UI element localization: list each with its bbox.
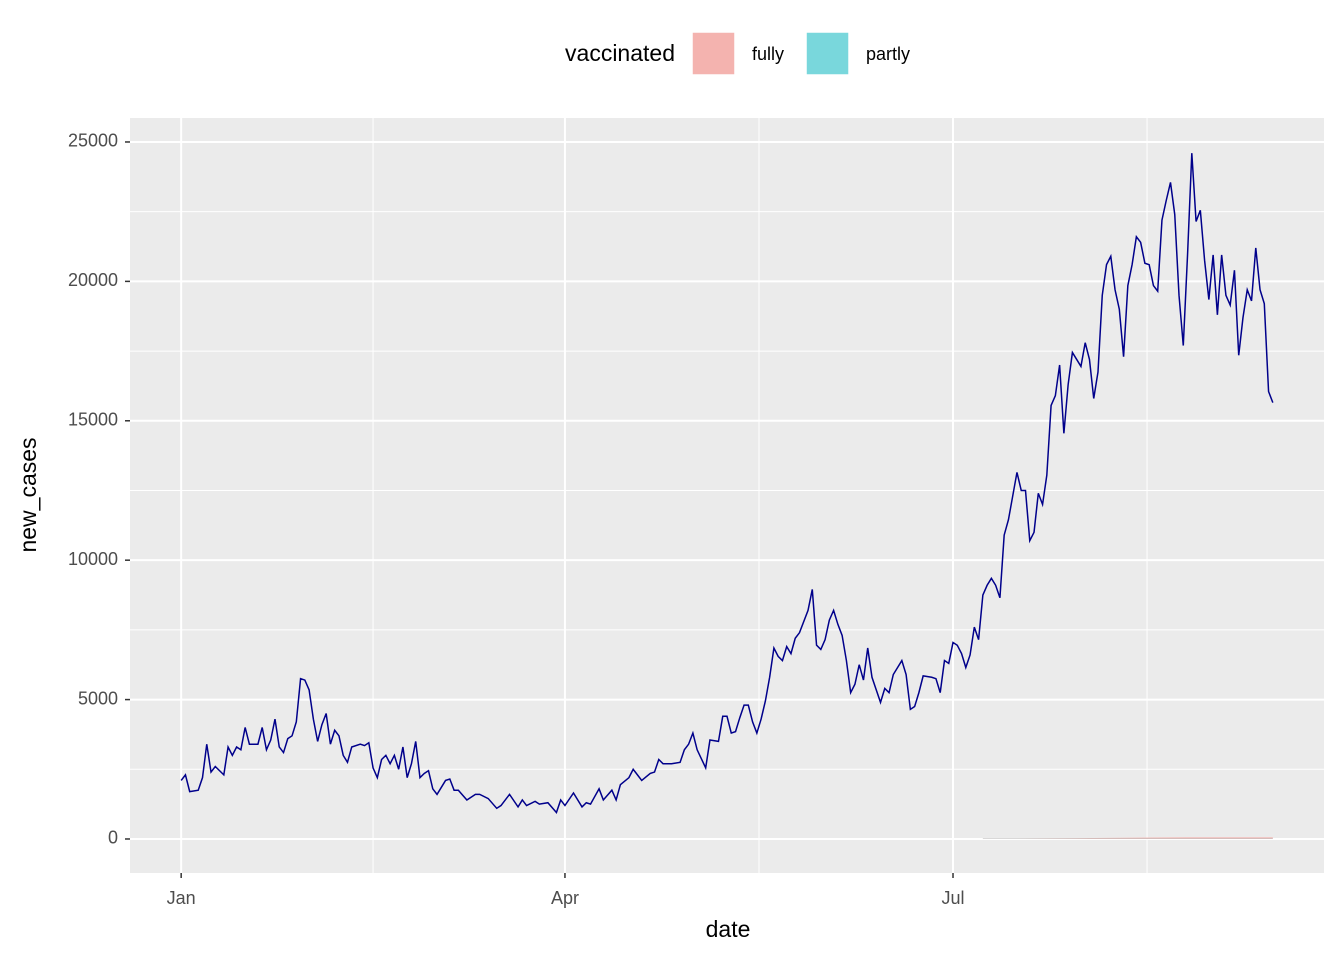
legend-key xyxy=(691,31,736,76)
x-axis-title: date xyxy=(706,916,751,942)
area xyxy=(982,837,1273,839)
panel xyxy=(130,118,1324,873)
line xyxy=(180,153,1274,814)
y-tick-label: 0 xyxy=(108,828,118,848)
y-tick-label: 20000 xyxy=(68,270,118,290)
y-tick-label: 5000 xyxy=(78,688,118,708)
legend-title: vaccinated xyxy=(565,40,675,66)
x-tick-label: Apr xyxy=(551,888,579,908)
y-tick-label: 15000 xyxy=(68,410,118,430)
y-tick-label: 25000 xyxy=(68,131,118,151)
legend-label: fully xyxy=(752,44,784,64)
y-axis-title: new_cases xyxy=(15,437,41,552)
legend-label: partly xyxy=(866,44,910,64)
x-tick-label: Jan xyxy=(167,888,196,908)
legend-key xyxy=(805,31,850,76)
y-tick-label: 10000 xyxy=(68,549,118,569)
x-tick-label: Jul xyxy=(941,888,964,908)
